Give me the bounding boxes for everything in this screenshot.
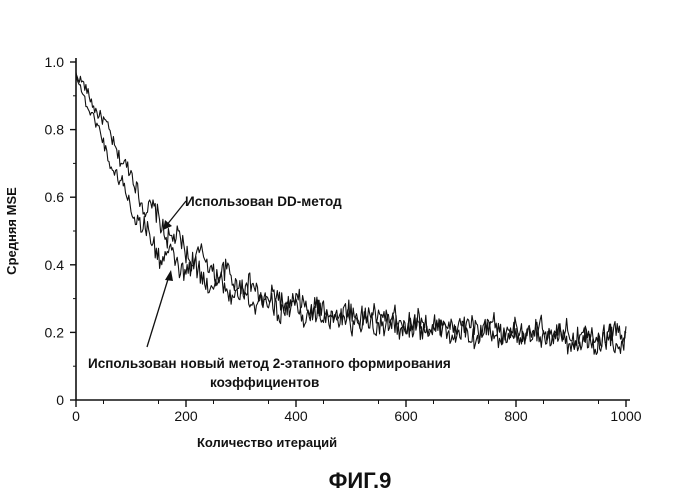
x-tick-label: 200 (174, 408, 198, 424)
x-tick-label: 400 (284, 408, 308, 424)
y-tick-label: 0.8 (45, 122, 65, 138)
annotation-two-stage-method: Использован новый метод 2-этапного форми… (88, 356, 451, 390)
annotation-arrow-dd (166, 201, 186, 226)
annotation-dd-method: Использован DD-метод (185, 194, 342, 209)
x-tick-label: 600 (394, 408, 418, 424)
x-axis-title: Количество итераций (197, 435, 337, 450)
y-tick-label: 0.2 (45, 324, 65, 340)
annotation-arrow-two-stage (147, 276, 169, 347)
x-tick-label: 1000 (610, 408, 641, 424)
y-tick-label: 0 (56, 392, 64, 408)
y-tick-label: 1.0 (45, 54, 65, 70)
annotation-arrowhead-dd (163, 220, 172, 230)
annotation-arrowhead-two-stage (165, 270, 173, 281)
y-tick-label: 0.6 (45, 189, 65, 205)
figure-label: ФИГ.9 (329, 468, 392, 493)
y-axis-title: Средняя MSE (4, 187, 19, 275)
y-tick-label: 0.4 (45, 257, 65, 273)
x-tick-label: 800 (504, 408, 528, 424)
x-tick-label: 0 (72, 408, 80, 424)
